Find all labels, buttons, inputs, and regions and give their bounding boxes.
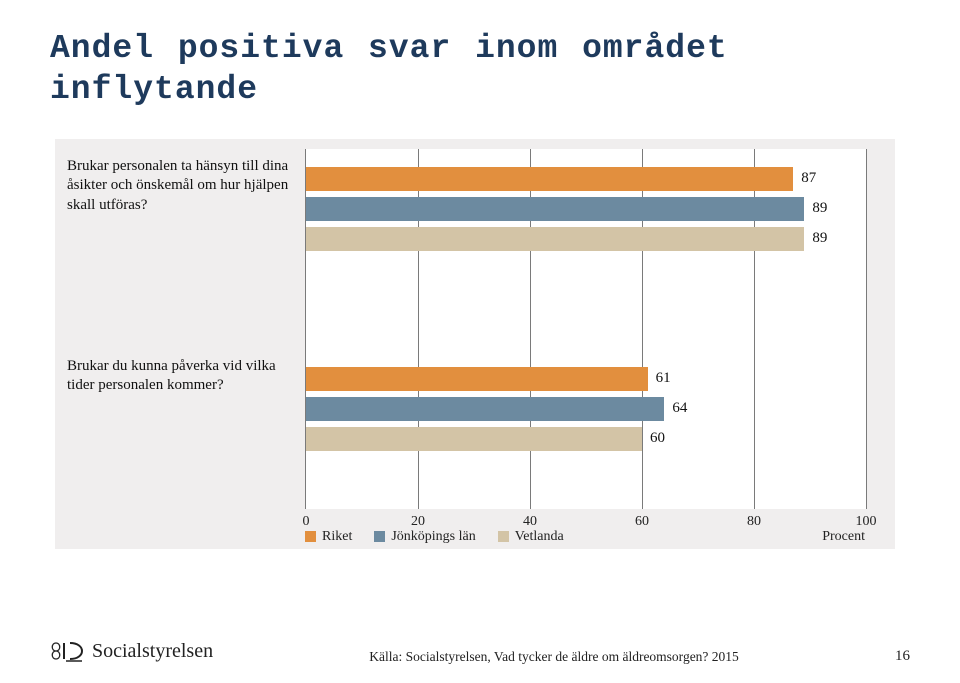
gridline xyxy=(866,149,867,509)
bar-value-label: 87 xyxy=(801,170,816,187)
logo-text: Socialstyrelsen xyxy=(92,640,213,663)
chart-container: Brukar personalen ta hänsyn till dina ås… xyxy=(55,139,895,549)
slide: Andel positiva svar inom området inflyta… xyxy=(0,0,960,683)
legend-label-riket: Riket xyxy=(322,529,352,545)
legend-item-riket: Riket xyxy=(305,529,352,545)
legend: Riket Jönköpings län Vetlanda Procent xyxy=(305,529,865,545)
legend-unit-label: Procent xyxy=(822,529,865,545)
question-1-label: Brukar personalen ta hänsyn till dina ås… xyxy=(67,157,297,216)
bar-value-label: 61 xyxy=(656,370,671,387)
bar-value-label: 89 xyxy=(812,230,827,247)
x-tick-label: 0 xyxy=(303,514,310,530)
title-line-2: inflytande xyxy=(50,71,258,108)
page-title: Andel positiva svar inom området inflyta… xyxy=(50,28,910,111)
legend-item-jonkoping: Jönköpings län xyxy=(374,529,475,545)
bar xyxy=(306,427,642,451)
bar xyxy=(306,167,793,191)
legend-swatch-riket xyxy=(305,531,316,542)
logo: Socialstyrelsen xyxy=(50,637,213,665)
bar xyxy=(306,197,804,221)
footer: Socialstyrelsen Källa: Socialstyrelsen, … xyxy=(50,637,910,665)
x-tick-label: 100 xyxy=(856,514,877,530)
legend-label-vetlanda: Vetlanda xyxy=(515,529,564,545)
bar-value-label: 60 xyxy=(650,430,665,447)
legend-label-jonkoping: Jönköpings län xyxy=(391,529,475,545)
legend-item-vetlanda: Vetlanda xyxy=(498,529,564,545)
x-tick-label: 60 xyxy=(635,514,649,530)
x-tick-label: 40 xyxy=(523,514,537,530)
question-2-label: Brukar du kunna påverka vid vilka tider … xyxy=(67,357,297,396)
source-text: Källa: Socialstyrelsen, Vad tycker de äl… xyxy=(213,649,895,665)
bar xyxy=(306,367,648,391)
bar-value-label: 89 xyxy=(812,200,827,217)
title-line-1: Andel positiva svar inom området xyxy=(50,30,728,67)
x-tick-label: 20 xyxy=(411,514,425,530)
bar xyxy=(306,397,664,421)
x-tick-label: 80 xyxy=(747,514,761,530)
legend-swatch-jonkoping xyxy=(374,531,385,542)
legend-swatch-vetlanda xyxy=(498,531,509,542)
page-number: 16 xyxy=(895,648,910,665)
bar-value-label: 64 xyxy=(672,400,687,417)
logo-icon xyxy=(50,637,84,665)
bar xyxy=(306,227,804,251)
plot-area: 878989 616460 020406080100 xyxy=(305,149,866,509)
